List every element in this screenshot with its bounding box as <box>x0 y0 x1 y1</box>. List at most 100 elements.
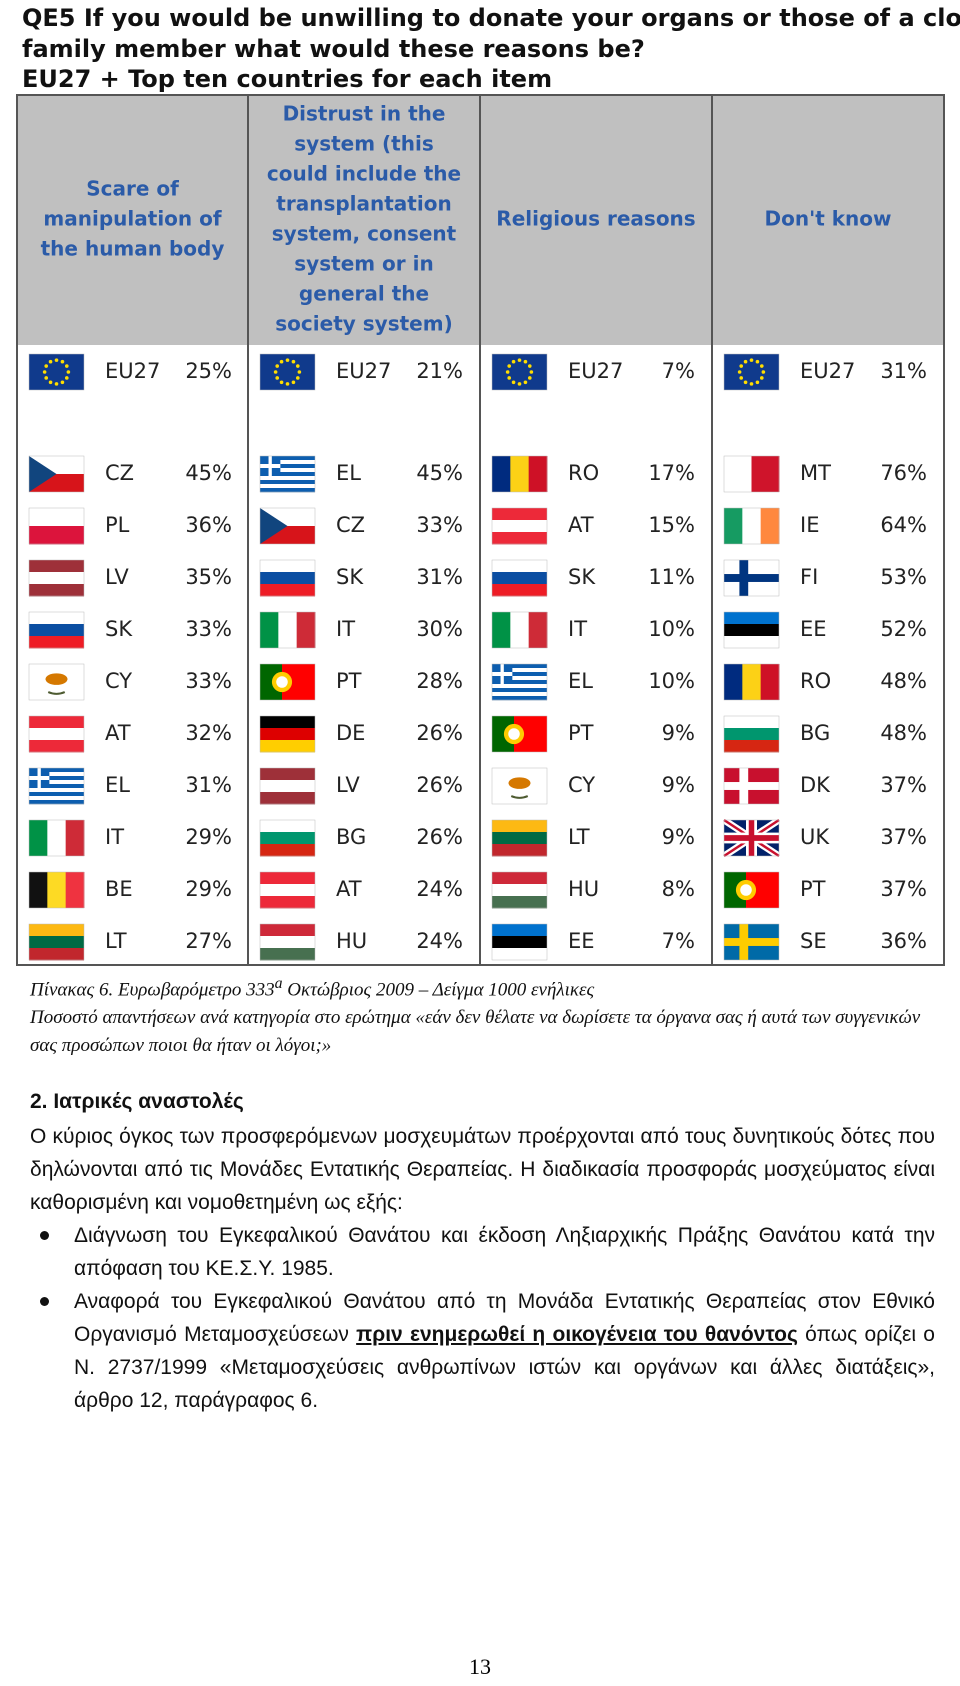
flag-part <box>760 508 780 544</box>
flag-part <box>492 680 547 685</box>
flag <box>259 559 316 597</box>
flag-part <box>29 636 84 649</box>
country-code: SK <box>336 565 364 589</box>
flag-part <box>492 872 547 885</box>
flag <box>491 353 548 391</box>
flag-part <box>260 728 315 741</box>
flag-part <box>492 612 511 648</box>
percentage: 76% <box>880 461 927 485</box>
flag-part <box>47 691 66 695</box>
flag-part <box>508 777 531 789</box>
percentage: 27% <box>185 929 232 953</box>
country-code: AT <box>568 513 594 537</box>
country-code: IT <box>105 825 124 849</box>
caption: Πίνακας 6. Ευρωβαρόμετρο 333a Οκτώβριος … <box>30 970 935 1004</box>
flag-part <box>28 611 85 649</box>
country-code: PL <box>105 513 130 537</box>
flag-part <box>28 715 85 753</box>
flag-part <box>44 376 49 380</box>
flag <box>28 923 85 961</box>
flag-part <box>737 370 742 374</box>
percentage: 7% <box>662 929 695 953</box>
flag-part <box>260 948 315 961</box>
column-header: transplantation <box>276 192 451 216</box>
flag <box>259 353 316 391</box>
flag <box>723 611 780 649</box>
flag-part <box>723 611 780 649</box>
country-code: LV <box>336 773 360 797</box>
bullet: Διάγνωση του Εγκεφαλικού Θανάτου και έκδ… <box>40 1219 935 1285</box>
flag-part <box>527 376 532 380</box>
country-code: CY <box>568 773 595 797</box>
percentage: 48% <box>880 669 927 693</box>
percentage: 31% <box>880 359 927 383</box>
flag-part <box>491 611 548 649</box>
flag <box>259 611 316 649</box>
flag-part <box>260 780 315 793</box>
flag-part <box>527 364 532 368</box>
flag-part <box>260 832 315 845</box>
flag-part <box>491 923 548 961</box>
flag <box>259 507 316 545</box>
flag-part <box>47 820 67 856</box>
flag-part <box>29 716 84 729</box>
flag-part <box>492 532 547 545</box>
flag-part <box>259 663 316 701</box>
flag <box>28 353 85 391</box>
flag-part <box>29 792 84 797</box>
caption-sup: a <box>274 975 283 992</box>
flag-part <box>260 464 315 469</box>
flag <box>491 923 548 961</box>
percentage: 26% <box>416 825 463 849</box>
flag <box>28 767 85 805</box>
country-code: IE <box>800 513 819 537</box>
flag <box>491 715 548 753</box>
flag-part <box>29 728 84 741</box>
flag-part <box>295 364 300 368</box>
flag-part <box>492 456 511 492</box>
title-line: EU27 + Top ten countries for each item <box>22 65 552 93</box>
flag <box>491 663 548 701</box>
country-code: EE <box>800 617 827 641</box>
country-code: LT <box>568 825 590 849</box>
caption-text: Πίνακας 6. Ευρωβαρόμετρο 333 <box>30 979 275 1001</box>
flag-part <box>724 612 779 625</box>
flag-part <box>492 716 514 752</box>
flag <box>491 819 548 857</box>
flag-part <box>259 923 316 961</box>
flag <box>491 507 548 545</box>
caption: Ποσοστό απαντήσεων ανά κατηγορία στο ερώ… <box>30 1007 921 1057</box>
flag <box>259 455 316 493</box>
country-code: RO <box>568 461 599 485</box>
flag-part <box>491 715 548 753</box>
caption-text: Οκτώβριος 2009 – Δείγμα 1000 ενήλικες <box>282 979 595 1001</box>
flag-part <box>724 782 779 790</box>
flag-part <box>492 924 547 937</box>
flag-part <box>492 948 547 961</box>
flag <box>491 767 548 805</box>
bullet-list: Διάγνωση του Εγκεφαλικού Θανάτου και έκδ… <box>30 1219 935 1417</box>
flag-part <box>260 844 315 857</box>
country-code: EU27 <box>568 359 623 383</box>
flag-part <box>260 460 315 465</box>
country-code: AT <box>336 877 362 901</box>
flag-part <box>724 456 752 492</box>
flag-part <box>260 924 315 937</box>
flag-part <box>260 792 315 805</box>
column-header: Religious reasons <box>496 207 695 231</box>
flag-part <box>507 376 512 380</box>
flag-part <box>48 380 53 385</box>
flag-part <box>279 359 284 364</box>
flag-part <box>260 560 315 573</box>
flag-part <box>742 508 762 544</box>
flag-part <box>29 508 84 527</box>
flag-part <box>743 359 748 364</box>
flag-part <box>492 572 547 585</box>
flag-part <box>492 668 547 673</box>
column-header: society system) <box>275 312 452 336</box>
flag-part <box>260 472 315 477</box>
country-code: DE <box>336 721 365 745</box>
flag-part <box>29 924 84 937</box>
flag-part <box>723 871 780 909</box>
flag-part <box>492 696 547 701</box>
